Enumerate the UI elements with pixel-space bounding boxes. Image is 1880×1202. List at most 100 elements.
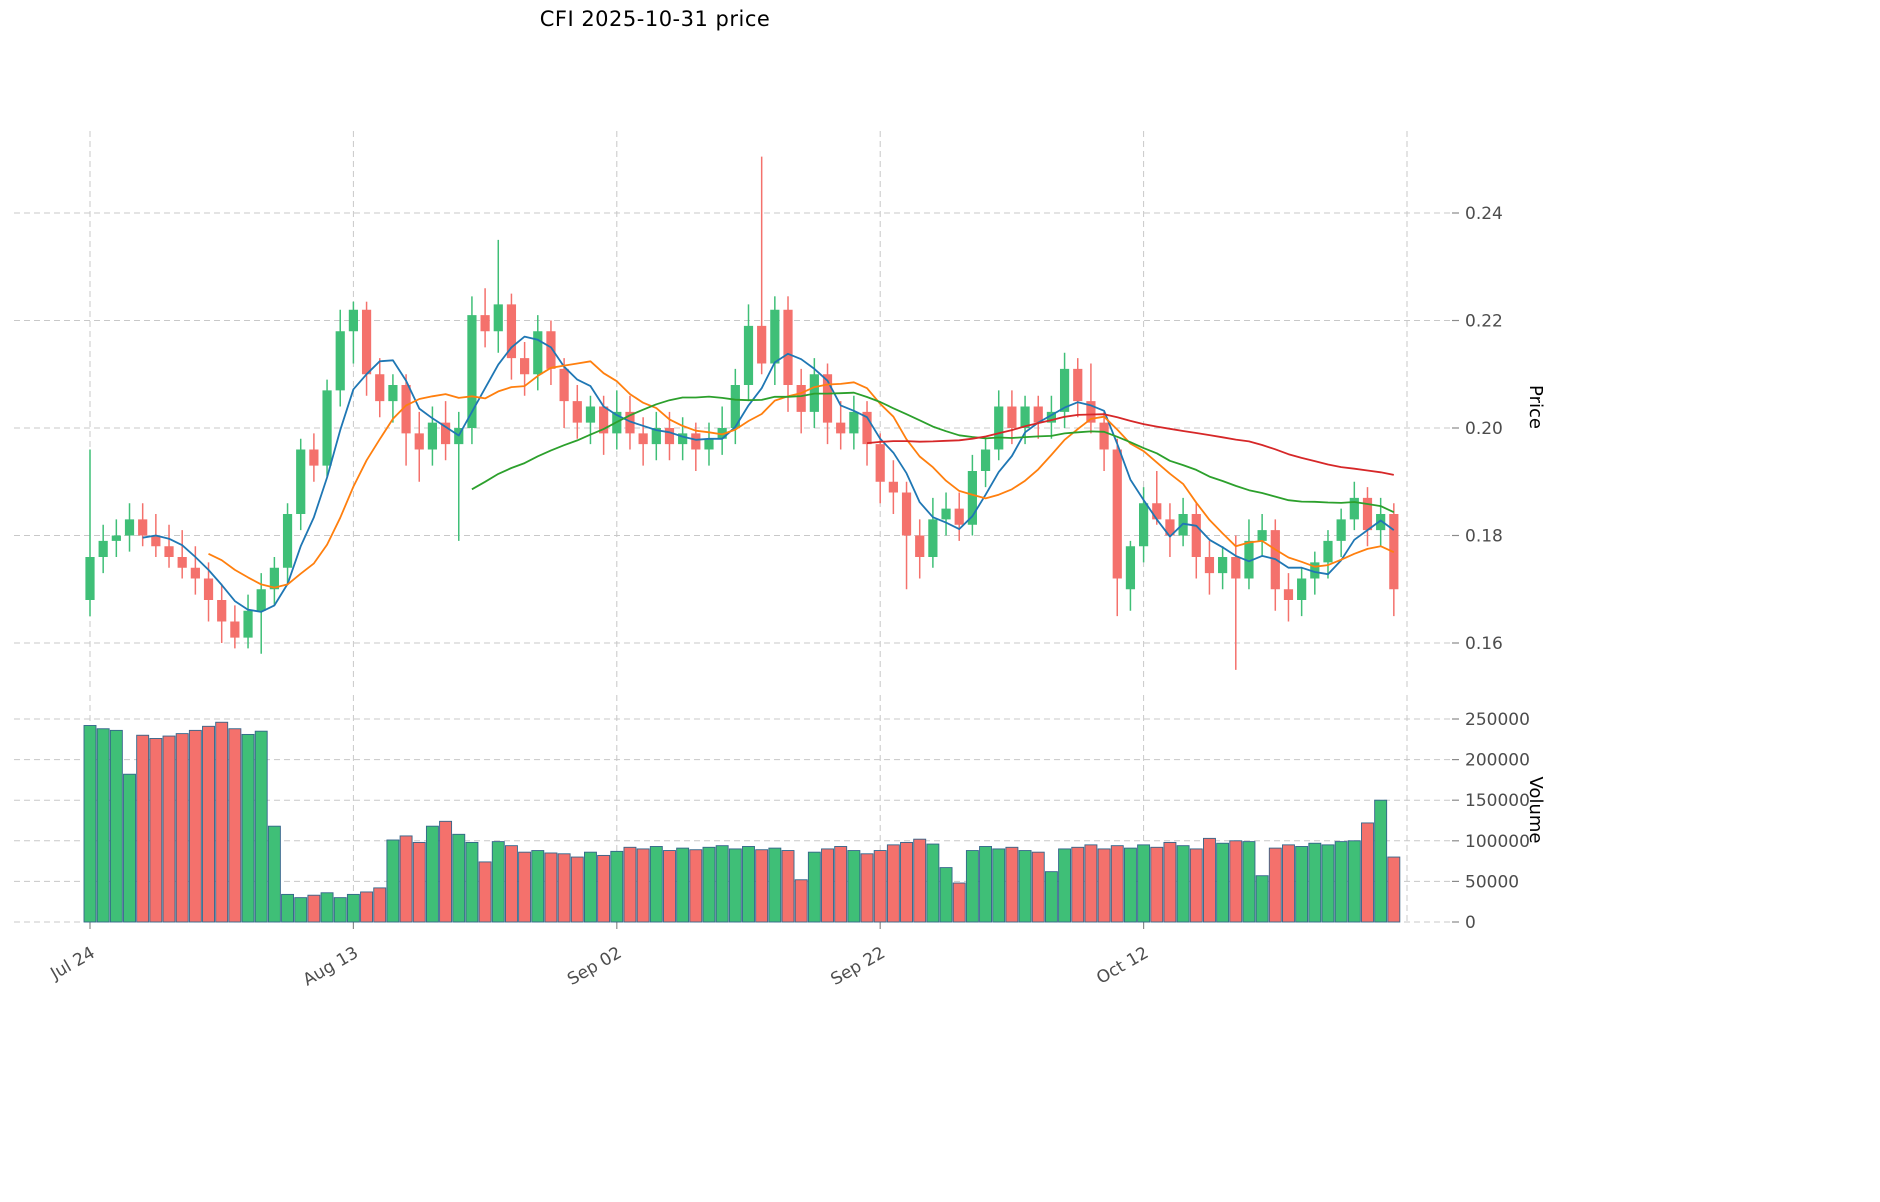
volume-bar: [781, 850, 795, 923]
volume-bar: [333, 897, 347, 923]
candle-body: [269, 567, 279, 590]
volume-bar: [1229, 840, 1243, 923]
volume-bar: [1374, 799, 1388, 923]
candle-body: [862, 411, 872, 445]
volume-bar: [663, 850, 676, 923]
candle-body: [98, 540, 108, 557]
volume-bar: [96, 728, 110, 923]
candle-body: [849, 411, 859, 434]
volume-bar: [202, 725, 215, 923]
candle-body: [203, 578, 214, 600]
volume-bar: [149, 738, 163, 923]
volume-bar: [1361, 822, 1374, 923]
candle-body: [1033, 406, 1043, 423]
candle-body: [1099, 422, 1109, 450]
volume-bar: [452, 833, 466, 923]
candle-body: [177, 557, 187, 568]
volume-bar: [412, 841, 426, 923]
candle-body: [757, 325, 767, 364]
candle-body: [1244, 540, 1254, 579]
candle-body: [678, 433, 688, 445]
volume-bar: [1308, 842, 1322, 923]
volume-bar: [162, 735, 176, 923]
volume-bar: [584, 851, 597, 923]
candle-body: [361, 309, 372, 375]
candle-body: [1323, 540, 1333, 563]
volume-bar: [1268, 847, 1282, 923]
volume-tick-label: 50000: [1465, 872, 1519, 892]
volume-bar: [136, 734, 150, 923]
volume-bar: [439, 820, 453, 923]
volume-tick-label: 0: [1465, 913, 1476, 933]
volume-tick-label: 200000: [1465, 751, 1530, 771]
volume-bar: [873, 850, 887, 923]
candle-body: [440, 422, 451, 445]
candle-body: [190, 567, 200, 579]
candle-body: [1191, 514, 1201, 557]
volume-bar: [597, 854, 611, 923]
candle-body: [1086, 401, 1096, 423]
volume-bar: [425, 825, 439, 923]
candle-body: [322, 390, 332, 466]
volume-bar: [807, 851, 821, 923]
volume-tick-label: 150000: [1465, 791, 1530, 811]
volume-bar: [1255, 875, 1269, 923]
volume-bar: [215, 721, 229, 923]
volume-bar: [465, 841, 479, 923]
candle-body: [941, 508, 951, 520]
date-tick-label: Jul 24: [46, 943, 98, 985]
candle-body: [151, 535, 161, 547]
candle-body: [217, 600, 227, 622]
volume-bar: [360, 891, 374, 923]
volume-bar: [1334, 841, 1348, 923]
volume-bar: [399, 835, 413, 923]
candle-body: [85, 557, 95, 600]
volume-bar: [1137, 844, 1151, 923]
date-tick-label: Sep 22: [828, 943, 889, 990]
volume-bar: [241, 733, 255, 923]
volume-bar: [1176, 845, 1190, 923]
candle-body: [493, 304, 503, 332]
volume-bar: [1189, 848, 1203, 923]
price-tick-label: 0.18: [1465, 527, 1503, 547]
volume-bar: [531, 850, 545, 923]
candle-body: [796, 385, 806, 412]
candle-body: [770, 309, 780, 364]
volume-bar: [742, 846, 755, 923]
volume-bar: [1242, 841, 1256, 923]
volume-bar: [939, 867, 953, 923]
volume-bar: [254, 730, 268, 923]
volume-bar: [1321, 844, 1335, 923]
volume-bar: [1282, 844, 1295, 923]
price-tick-label: 0.24: [1465, 204, 1503, 224]
candle-body: [980, 449, 991, 471]
candle-body: [783, 309, 793, 385]
candle-body: [638, 433, 648, 445]
volume-bar: [728, 848, 742, 923]
volume-bar: [175, 733, 189, 923]
candle-body: [296, 449, 306, 514]
date-tick-label: Oct 12: [1093, 943, 1152, 989]
candle-body: [664, 428, 675, 445]
candle-body: [1362, 497, 1373, 531]
candle-body: [743, 325, 754, 385]
volume-bar: [1084, 844, 1098, 923]
volume-bar: [570, 856, 584, 923]
candle-body: [164, 546, 174, 557]
ma-30-line: [471, 391, 1395, 514]
volume-bar: [610, 850, 624, 923]
candle-body: [625, 411, 635, 434]
candle-body: [309, 449, 319, 466]
candle-body: [559, 368, 569, 402]
candle-body: [1007, 406, 1017, 428]
candle-body: [1073, 368, 1083, 402]
volume-bar: [123, 773, 136, 923]
volume-bar: [518, 851, 532, 923]
date-tick-label: Sep 02: [564, 943, 625, 990]
candle-body: [928, 519, 938, 557]
volume-bar: [702, 846, 716, 923]
candle-body: [585, 406, 596, 423]
volume-bar: [346, 893, 360, 923]
volume-bar: [188, 729, 202, 923]
